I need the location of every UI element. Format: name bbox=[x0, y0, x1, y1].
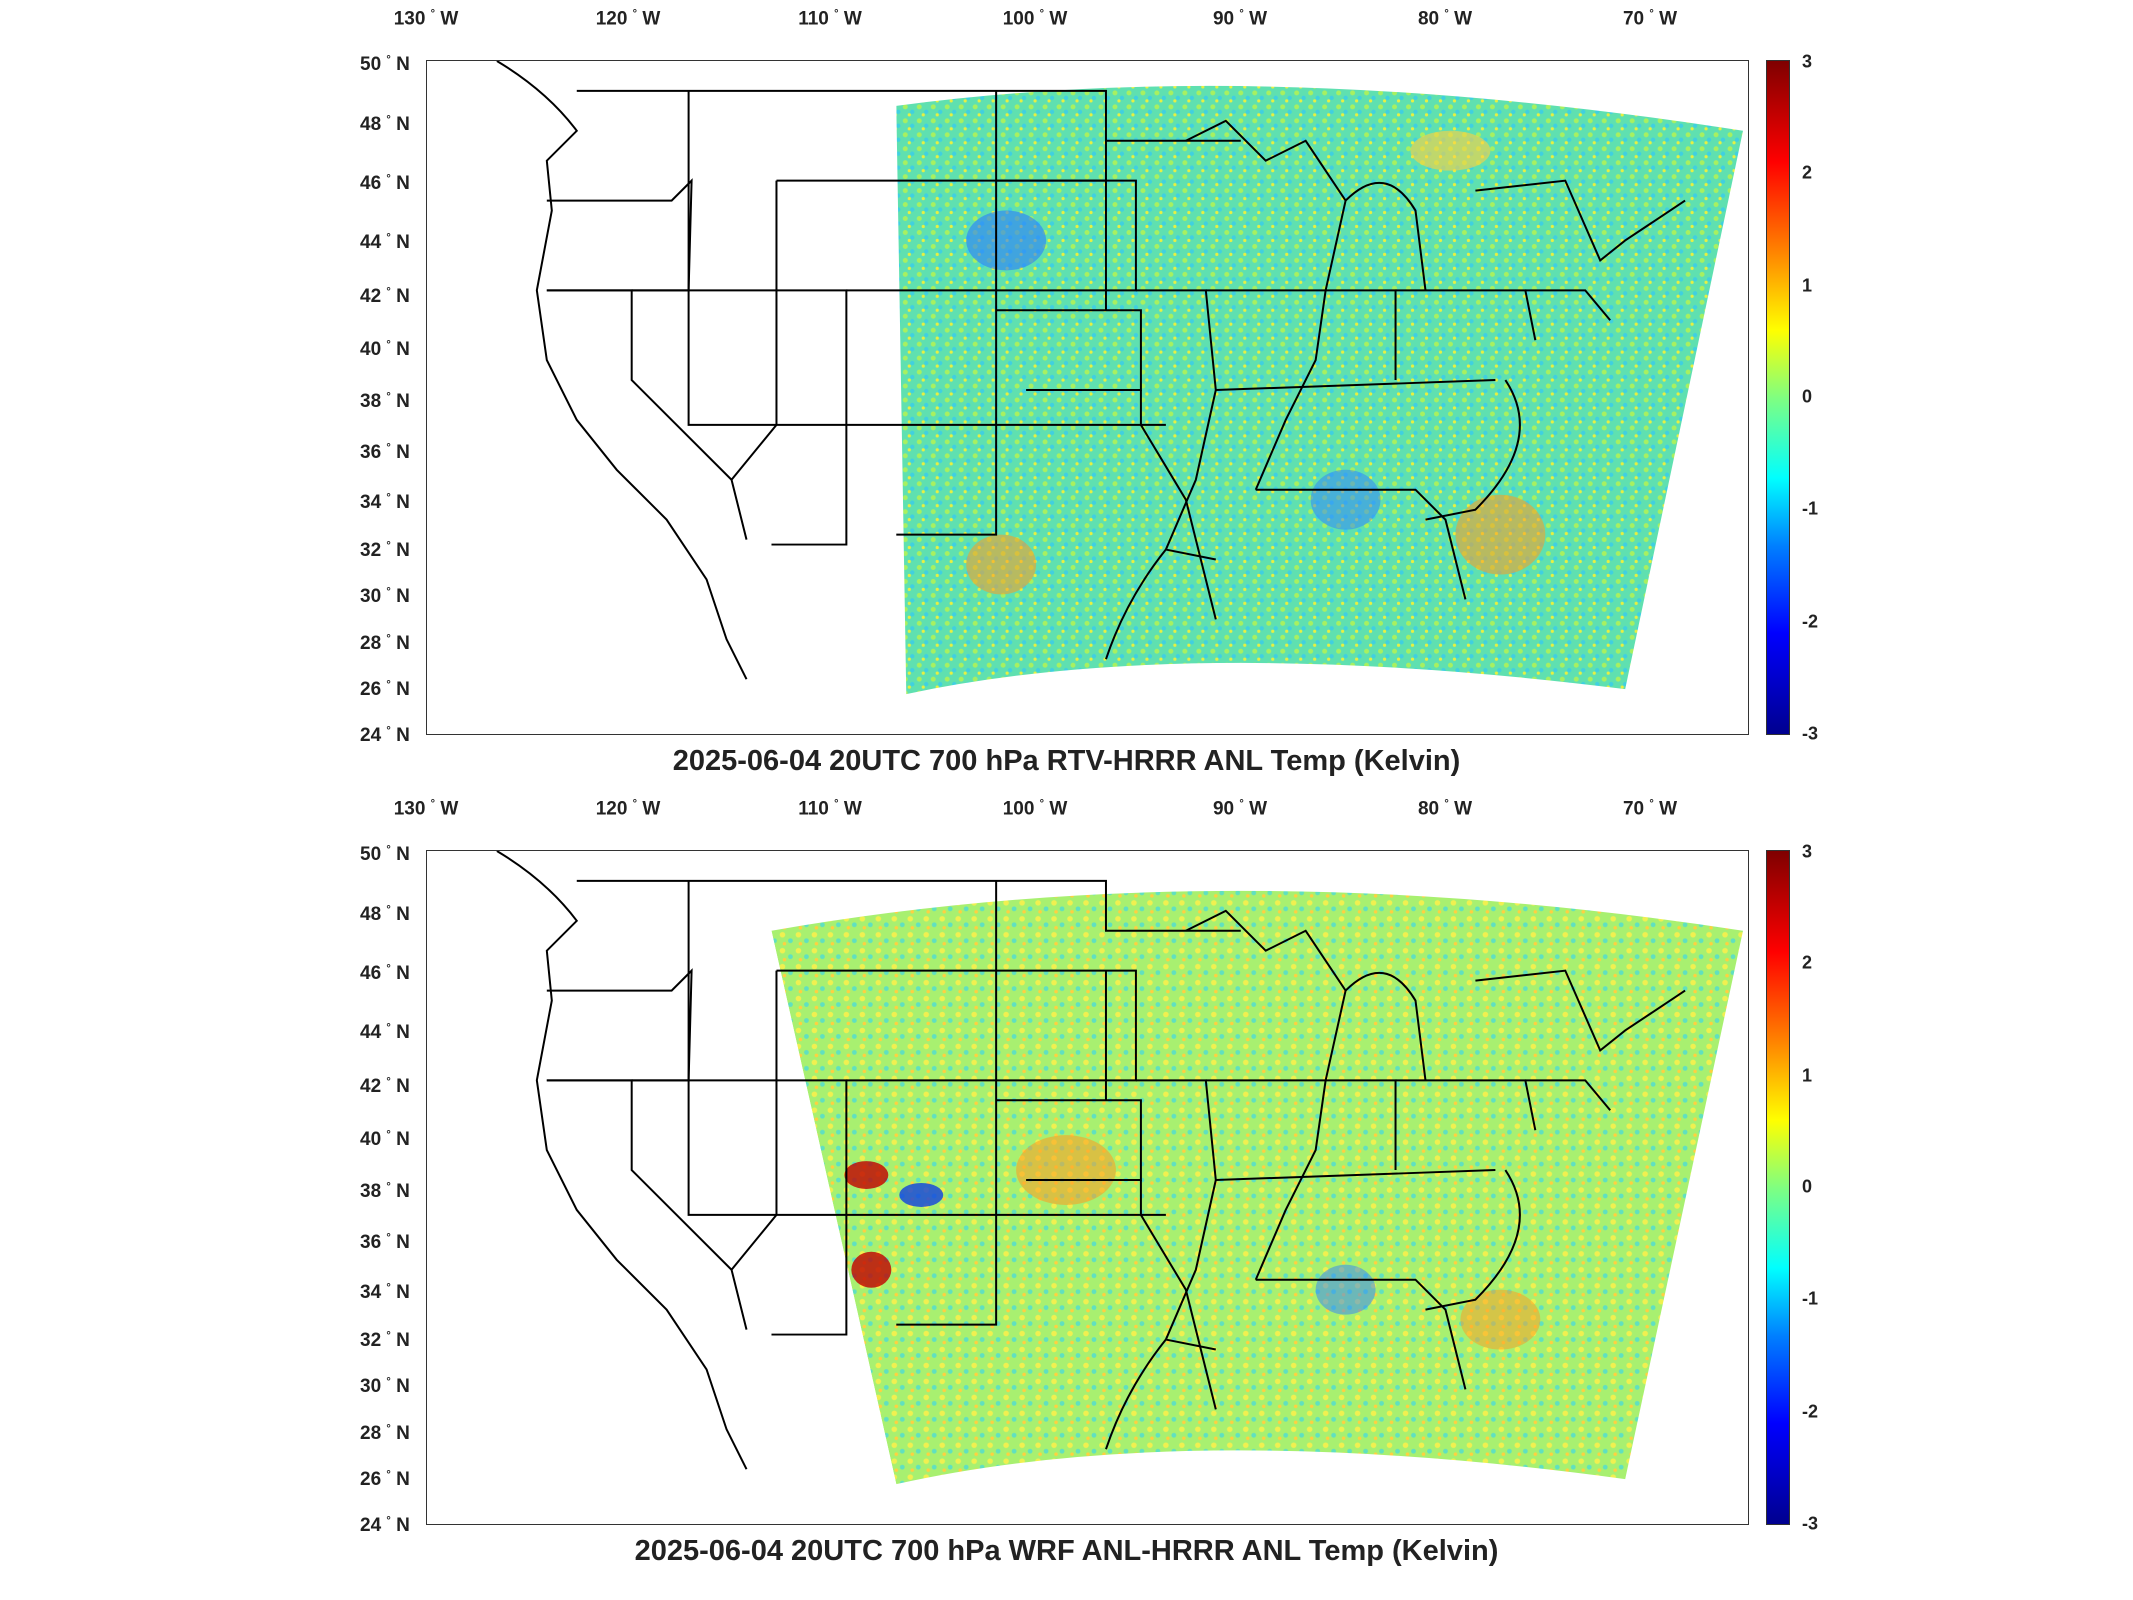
latitude-label: 42 ° N bbox=[360, 285, 410, 308]
colorbar-tick-label: 0 bbox=[1802, 1176, 1813, 1197]
longitude-label: 80 ° W bbox=[1417, 798, 1473, 820]
panel-title: 2025-06-04 20UTC 700 hPa RTV-HRRR ANL Te… bbox=[672, 745, 1461, 777]
latitude-label: 28 ° N bbox=[360, 1422, 410, 1445]
latitude-label: 40 ° N bbox=[360, 338, 410, 361]
colorbar-tick-label: 1 bbox=[1802, 1065, 1813, 1086]
cold-anomaly bbox=[1310, 469, 1381, 530]
colorbar bbox=[1766, 850, 1790, 1525]
latitude-label: 30 ° N bbox=[360, 1375, 410, 1398]
cold-anomaly bbox=[966, 210, 1047, 271]
colorbar-tick-label: 3 bbox=[1802, 51, 1813, 72]
latitude-label: 34 ° N bbox=[360, 1281, 410, 1304]
colorbar-tick-label: 1 bbox=[1802, 275, 1813, 296]
latitude-label: 48 ° N bbox=[360, 113, 410, 136]
state-boundaries bbox=[496, 61, 1686, 680]
longitude-label: 120 ° W bbox=[595, 8, 661, 30]
longitude-label: 70 ° W bbox=[1622, 798, 1678, 820]
longitude-label: 130 ° W bbox=[393, 8, 459, 30]
longitude-label: 90 ° W bbox=[1212, 8, 1268, 30]
warm-anomaly bbox=[851, 1251, 892, 1288]
warm-anomaly bbox=[1455, 494, 1546, 575]
latitude-label: 50 ° N bbox=[360, 843, 410, 866]
latitude-label: 36 ° N bbox=[360, 1231, 410, 1254]
latitude-label: 32 ° N bbox=[360, 1329, 410, 1352]
colorbar-tick-label: 3 bbox=[1802, 841, 1813, 862]
warm-anomaly bbox=[1016, 1135, 1116, 1205]
latitude-label: 46 ° N bbox=[360, 962, 410, 985]
longitude-label: 90 ° W bbox=[1212, 798, 1268, 820]
latitude-label: 46 ° N bbox=[360, 172, 410, 195]
latitude-label: 32 ° N bbox=[360, 539, 410, 562]
colorbar-tick-label: -2 bbox=[1802, 611, 1819, 632]
longitude-label: 70 ° W bbox=[1622, 8, 1678, 30]
longitude-label: 110 ° W bbox=[798, 8, 862, 30]
contiguous-us-map bbox=[427, 851, 1744, 1524]
latitude-label: 50 ° N bbox=[360, 53, 410, 76]
latitude-label: 26 ° N bbox=[360, 1468, 410, 1491]
warm-anomaly bbox=[966, 534, 1037, 595]
latitude-label: 38 ° N bbox=[360, 1180, 410, 1203]
latitude-label: 44 ° N bbox=[360, 1021, 410, 1044]
colorbar-tick-label: -3 bbox=[1802, 1513, 1819, 1534]
colorbar-tick-label: 0 bbox=[1802, 386, 1813, 407]
latitude-label: 30 ° N bbox=[360, 585, 410, 608]
latitude-label: 40 ° N bbox=[360, 1128, 410, 1151]
warm-anomaly bbox=[1410, 130, 1491, 171]
map-panel-rtv: 130 ° W 120 ° W 110 ° W 100 ° W 90 ° W 80 ° W… bbox=[360, 8, 1819, 777]
map-frame bbox=[426, 60, 1749, 735]
latitude-label: 24 ° N bbox=[360, 724, 410, 747]
longitude-label: 100 ° W bbox=[1002, 8, 1068, 30]
latitude-label: 34 ° N bbox=[360, 491, 410, 514]
contiguous-us-map bbox=[427, 61, 1744, 734]
analysis-domain bbox=[896, 85, 1744, 695]
colorbar-tick-label: 2 bbox=[1802, 162, 1813, 183]
colorbar-tick-label: -1 bbox=[1802, 498, 1819, 519]
longitude-label: 80 ° W bbox=[1417, 8, 1473, 30]
cold-anomaly bbox=[1315, 1264, 1376, 1315]
colorbar-tick-label: -3 bbox=[1802, 723, 1819, 744]
colorbar-tick-label: -1 bbox=[1802, 1288, 1819, 1309]
longitude-label: 100 ° W bbox=[1002, 798, 1068, 820]
colorbar-tick-label: 2 bbox=[1802, 952, 1813, 973]
latitude-label: 28 ° N bbox=[360, 632, 410, 655]
latitude-label: 42 ° N bbox=[360, 1075, 410, 1098]
warm-anomaly bbox=[844, 1161, 889, 1189]
latitude-label: 44 ° N bbox=[360, 231, 410, 254]
colorbar bbox=[1766, 60, 1790, 735]
longitude-label: 130 ° W bbox=[393, 798, 459, 820]
panel-title: 2025-06-04 20UTC 700 hPa WRF ANL-HRRR AN… bbox=[634, 1535, 1499, 1567]
latitude-label: 26 ° N bbox=[360, 678, 410, 701]
longitude-label: 120 ° W bbox=[595, 798, 661, 820]
longitude-label: 110 ° W bbox=[798, 798, 862, 820]
state-boundaries bbox=[496, 851, 1686, 1470]
warm-anomaly bbox=[1460, 1289, 1541, 1350]
latitude-label: 48 ° N bbox=[360, 903, 410, 926]
cold-anomaly bbox=[899, 1183, 944, 1207]
latitude-label: 38 ° N bbox=[360, 390, 410, 413]
latitude-label: 36 ° N bbox=[360, 441, 410, 464]
map-frame bbox=[426, 850, 1749, 1525]
latitude-label: 24 ° N bbox=[360, 1514, 410, 1537]
colorbar-tick-label: -2 bbox=[1802, 1401, 1819, 1422]
map-panel-wrf: 130 ° W 120 ° W 110 ° W 100 ° W 90 ° W 80 ° W… bbox=[0, 790, 2133, 1590]
